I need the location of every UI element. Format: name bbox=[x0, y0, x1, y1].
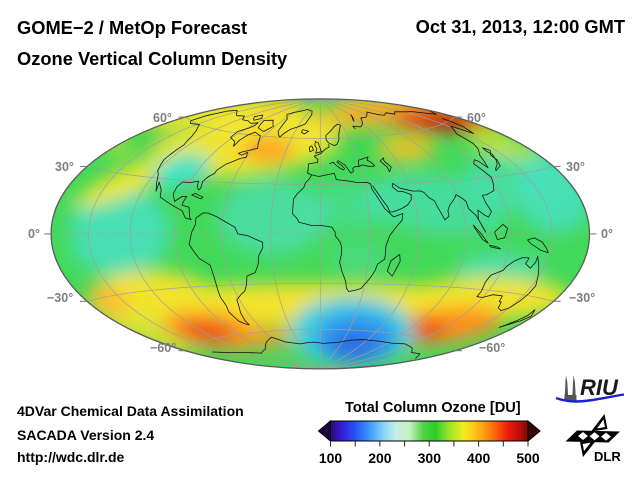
svg-text:DLR: DLR bbox=[594, 449, 621, 462]
